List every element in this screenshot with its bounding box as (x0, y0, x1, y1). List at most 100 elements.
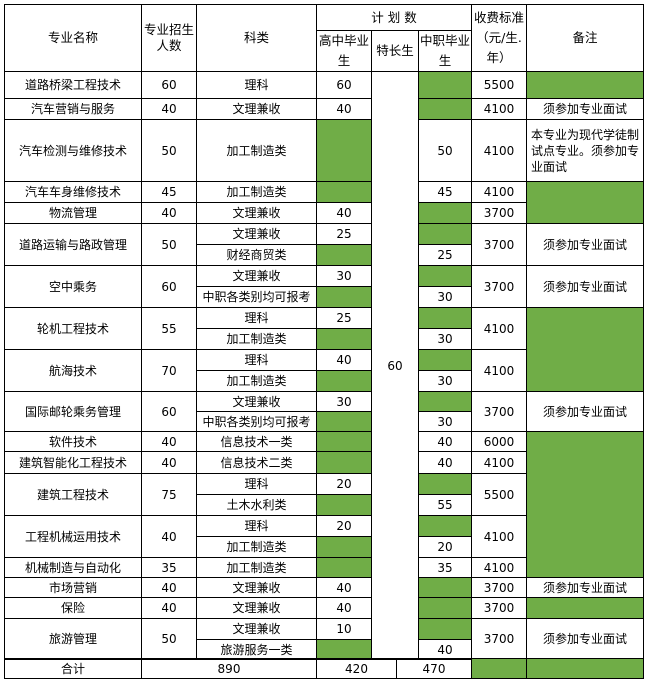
major-name: 建筑工程技术 (4, 473, 142, 516)
voc-count (418, 307, 472, 329)
fee: 5500 (471, 473, 527, 516)
major-quota: 60 (141, 71, 197, 99)
table-row: 加工制造类 30 (5, 370, 644, 392)
major-name: 物流管理 (4, 202, 142, 224)
voc-count (418, 265, 472, 287)
subject-category: 加工制造类 (196, 119, 317, 182)
hs-count: 25 (316, 223, 372, 245)
major-quota: 50 (141, 119, 197, 182)
voc-count (418, 577, 472, 598)
voc-count: 25 (418, 244, 472, 266)
major-name: 航海技术 (4, 349, 142, 392)
table-row: 旅游管理 50 文理兼收 10 3700 须参加专业面试 (4, 618, 644, 660)
subject-category: 文理兼收 (196, 597, 317, 619)
note (526, 181, 644, 224)
note (526, 597, 644, 619)
subject-category: 文理兼收 (196, 202, 317, 224)
subject-category: 加工制造类 (196, 370, 317, 392)
major-quota: 40 (141, 98, 197, 120)
major-name: 汽车车身维修技术 (4, 181, 142, 203)
header-quota: 专业招生人数 (141, 4, 197, 72)
hs-count: 40 (316, 577, 372, 598)
hs-count (316, 328, 372, 350)
major-name: 国际邮轮乘务管理 (4, 391, 142, 432)
voc-count: 30 (418, 411, 472, 432)
major-quota: 70 (141, 349, 197, 392)
total-fee-cell (471, 658, 527, 679)
table-row: 航海技术 70 理科 40 4100 (4, 349, 644, 392)
table-row: 轮机工程技术 55 理科 25 4100 (4, 307, 644, 392)
hs-count (316, 639, 372, 660)
total-label: 合计 (4, 658, 142, 679)
voc-count (418, 223, 472, 245)
hs-count (316, 494, 372, 516)
subject-category: 土木水利类 (196, 494, 317, 516)
note (526, 71, 644, 99)
header-special: 特长生 (371, 30, 419, 72)
note: 本专业为现代学徒制试点专业。须参加专业面试 (526, 119, 644, 182)
voc-count (418, 202, 472, 224)
subject-category: 文理兼收 (196, 265, 317, 287)
subject-category: 文理兼收 (196, 577, 317, 598)
table-row: 空中乘务 60 文理兼收 30 3700 须参加专业面试 (4, 265, 644, 308)
table-row: 财经商贸类 25 (5, 244, 644, 266)
table-row: 建筑工程技术 75 理科 20 5500 (4, 473, 644, 516)
major-name: 软件技术 (4, 431, 142, 452)
subject-category: 中职各类别均可报考 (196, 286, 317, 308)
header-voc: 中职毕业生 (418, 30, 472, 72)
table-row: 国际邮轮乘务管理 60 文理兼收 30 3700 须参加专业面试 (4, 391, 644, 432)
major-quota: 40 (141, 597, 197, 619)
voc-count: 30 (418, 370, 472, 392)
voc-count (418, 597, 472, 619)
note: 须参加专业面试 (526, 98, 644, 120)
note: 须参加专业面试 (526, 577, 644, 598)
voc-count: 40 (418, 451, 472, 474)
note (526, 307, 644, 392)
voc-count: 45 (418, 181, 472, 203)
fee: 4100 (471, 451, 527, 474)
major-name: 机械制造与自动化 (4, 557, 142, 578)
table-row: 机械制造与自动化 35 加工制造类 35 4100 (4, 557, 644, 578)
header-subject: 科类 (196, 4, 317, 72)
major-name: 旅游管理 (4, 618, 142, 660)
fee: 4100 (471, 181, 527, 203)
hs-count: 40 (316, 597, 372, 619)
subject-category: 加工制造类 (196, 181, 317, 203)
hs-count: 40 (316, 98, 372, 120)
total-row: 合计 890 420 470 (4, 658, 644, 679)
voc-count: 40 (418, 639, 472, 660)
subject-category: 文理兼收 (196, 391, 317, 412)
fee: 4100 (471, 349, 527, 392)
voc-count: 50 (418, 119, 472, 182)
hs-count (316, 181, 372, 203)
voc-count (418, 391, 472, 412)
enrollment-plan-table: 专业名称 专业招生人数 科类 计 划 数 收费标准（元/生.年） 备注 高中毕业… (4, 4, 644, 660)
major-quota: 50 (141, 618, 197, 660)
hs-count: 10 (316, 618, 372, 640)
header-row: 专业名称 专业招生人数 科类 计 划 数 收费标准（元/生.年） 备注 (4, 4, 644, 72)
major-quota: 55 (141, 307, 197, 350)
table-row: 工程机械运用技术 40 理科 20 4100 (4, 515, 644, 558)
major-quota: 60 (141, 265, 197, 308)
table-row: 中职各类别均可报考 30 (5, 411, 644, 432)
hs-count: 40 (316, 202, 372, 224)
table-row: 软件技术 40 信息技术一类 40 6000 (4, 431, 644, 578)
hs-count: 25 (316, 307, 372, 329)
fee: 5500 (471, 71, 527, 99)
major-quota: 40 (141, 202, 197, 224)
voc-count: 35 (418, 557, 472, 578)
major-quota: 60 (141, 391, 197, 432)
hs-count: 20 (316, 473, 372, 495)
hs-count: 40 (316, 349, 372, 371)
table-row: 土木水利类 55 (5, 494, 644, 516)
major-name: 道路桥梁工程技术 (4, 71, 142, 99)
major-name: 汽车检测与维修技术 (4, 119, 142, 182)
note: 须参加专业面试 (526, 265, 644, 308)
major-name: 工程机械运用技术 (4, 515, 142, 558)
voc-count: 30 (418, 328, 472, 350)
subject-category: 中职各类别均可报考 (196, 411, 317, 432)
subject-category: 理科 (196, 349, 317, 371)
subject-category: 理科 (196, 473, 317, 495)
table-row: 汽车车身维修技术 45 加工制造类 45 4100 (4, 181, 644, 224)
header-fee: 收费标准（元/生.年） (471, 4, 527, 72)
